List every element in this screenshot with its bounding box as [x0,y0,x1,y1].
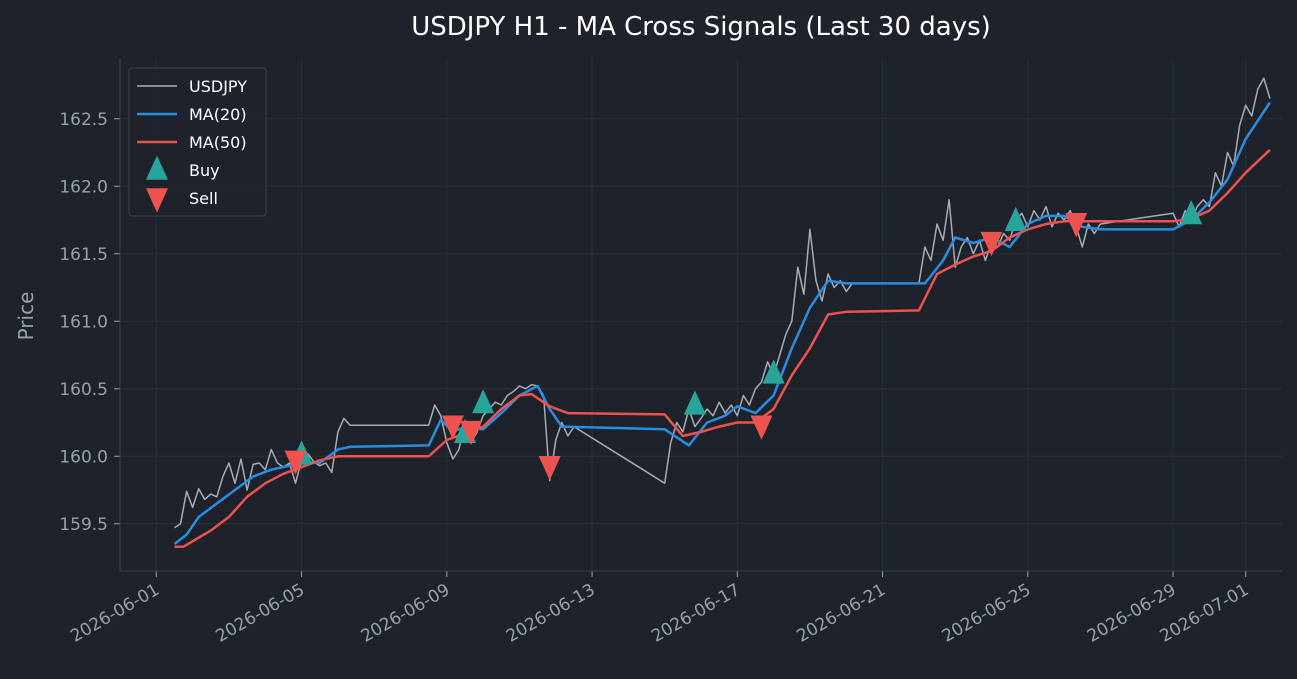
series-line-usdjpy [174,77,1271,529]
chart-title: USDJPY H1 - MA Cross Signals (Last 30 da… [411,12,991,42]
legend-label-buy: Buy [189,161,220,180]
series-layer [173,77,1271,548]
y-axis-label: Price [14,292,38,341]
sell-signal-marker [750,415,773,440]
buy-signal-marker [683,390,706,415]
sell-signal-marker [441,415,464,440]
buy-signal-marker [1004,206,1027,231]
y-tick-label: 162.0 [59,177,108,197]
x-tick-label: 2026-06-05 [213,580,309,647]
legend-label-sell: Sell [189,189,218,208]
series-line-ma-50 [174,148,1271,548]
y-tick-label: 160.5 [59,380,108,400]
buy-signal-marker [1180,200,1203,225]
legend: USDJPY MA(20) MA(50) Buy Sell [128,67,267,217]
legend-swatch-sell [146,188,168,213]
legend-label-usdjpy: USDJPY [189,77,247,96]
y-tick-label: 161.5 [59,245,108,265]
grid [120,58,1282,571]
sell-signal-marker [980,231,1003,257]
buy-signal-marker [762,359,785,384]
sell-signal-marker [538,456,561,481]
legend-label-ma-50: MA(50) [189,133,247,152]
legend-swatch-buy [146,155,168,180]
y-tick-label: 159.5 [59,515,108,535]
legend-label-ma-20: MA(20) [189,105,247,124]
sell-signal-marker [460,420,482,446]
y-tick-label: 160.0 [59,447,108,467]
x-tick-label: 2026-06-09 [358,580,454,647]
buy-signal-marker [472,389,495,414]
x-tick-label: 2026-06-21 [794,580,890,647]
y-tick-label: 161.0 [59,312,108,332]
markers-layer [284,200,1203,481]
y-tick-label: 162.5 [59,110,108,130]
x-tick-label: 2026-06-13 [503,580,599,647]
x-tick-label: 2026-06-17 [648,580,744,647]
x-tick-label: 2026-06-25 [939,580,1035,647]
sell-signal-marker [1065,213,1088,238]
sell-signal-marker [284,450,307,475]
series-line-ma-20 [173,101,1271,545]
x-tick-label: 2026-06-01 [67,580,163,647]
